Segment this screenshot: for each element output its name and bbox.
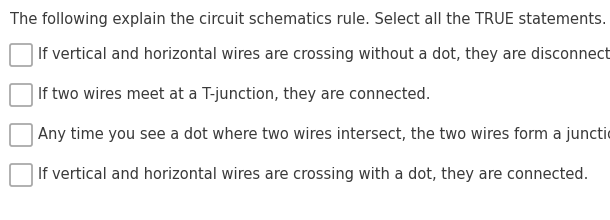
FancyBboxPatch shape <box>10 124 32 146</box>
Text: If two wires meet at a T-junction, they are connected.: If two wires meet at a T-junction, they … <box>38 88 431 103</box>
Text: The following explain the circuit schematics rule. Select all the TRUE statement: The following explain the circuit schema… <box>10 12 606 27</box>
Text: Any time you see a dot where two wires intersect, the two wires form a junction.: Any time you see a dot where two wires i… <box>38 128 610 143</box>
FancyBboxPatch shape <box>10 84 32 106</box>
FancyBboxPatch shape <box>10 164 32 186</box>
Text: If vertical and horizontal wires are crossing with a dot, they are connected.: If vertical and horizontal wires are cro… <box>38 167 589 183</box>
FancyBboxPatch shape <box>10 44 32 66</box>
Text: If vertical and horizontal wires are crossing without a dot, they are disconnect: If vertical and horizontal wires are cro… <box>38 48 610 62</box>
